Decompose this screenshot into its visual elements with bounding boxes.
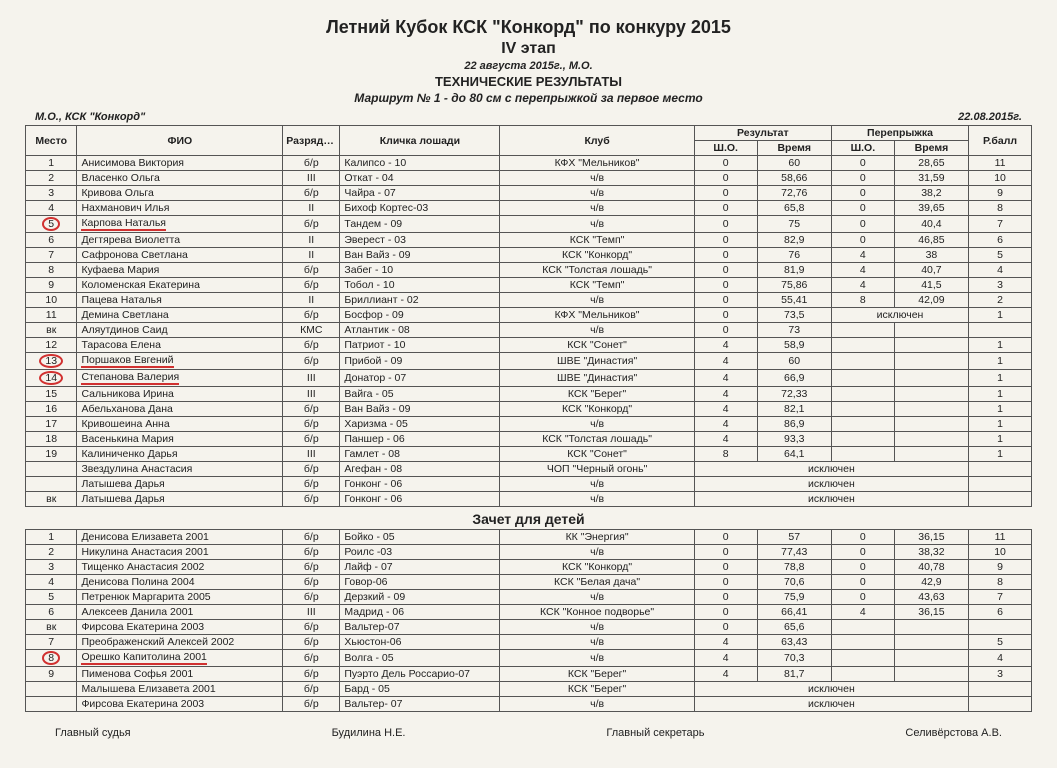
route-label: Маршрут № 1 - до 80 см с перепрыжкой за …: [25, 91, 1032, 105]
table-row: 7Сафронова СветланаIIВан Вайз - 09КСК "К…: [26, 248, 1032, 263]
col-rank: Разряд/ Звание: [283, 126, 340, 156]
table-row: 9Пименова Софья 2001б/рПуэрто Дель Росса…: [26, 667, 1032, 682]
table-row: 4Денисова Полина 2004б/рГовор-06КСК "Бел…: [26, 575, 1032, 590]
title-stage: IV этап: [25, 40, 1032, 58]
table-row: 16Абельханова Данаб/рВан Вайз - 09КСК "К…: [26, 402, 1032, 417]
table-row: 6Алексеев Данила 2001IIIМадрид - 06КСК "…: [26, 605, 1032, 620]
table-row: 1Анисимова Викторияб/рКалипсо - 10КФХ "М…: [26, 156, 1032, 171]
col-sho1: Ш.О.: [694, 141, 757, 156]
table-row: 14Степанова ВалерияIIIДонатор - 07ШВЕ "Д…: [26, 370, 1032, 387]
col-score: Р.балл: [969, 126, 1032, 156]
table-row: 17Кривошеина Аннаб/рХаризма - 05ч/в486,9…: [26, 417, 1032, 432]
kids-section-title: Зачет для детей: [25, 511, 1032, 527]
table-row: 3Кривова Ольгаб/рЧайра - 07ч/в072,76038,…: [26, 186, 1032, 201]
table-row: 10Пацева НатальяIIБриллиант - 02ч/в055,4…: [26, 293, 1032, 308]
table-row: 1Денисова Елизавета 2001б/рБойко - 05КК …: [26, 530, 1032, 545]
table-row: 6Дегтярева ВиолеттаIIЭверест - 03КСК "Те…: [26, 233, 1032, 248]
table-row: 3Тищенко Анастасия 2002б/рЛайф - 07КСК "…: [26, 560, 1032, 575]
col-time2: Время: [894, 141, 968, 156]
table-row: 2Власенко ОльгаIIIОткат - 04ч/в058,66031…: [26, 171, 1032, 186]
col-time1: Время: [757, 141, 831, 156]
title-main: Летний Кубок КСК "Конкорд" по конкуру 20…: [25, 17, 1032, 38]
table-row: 11Демина Светланаб/рБосфор - 09КФХ "Мель…: [26, 308, 1032, 323]
meta-date: 22.08.2015г.: [958, 111, 1022, 123]
secretary-label: Главный секретарь: [606, 727, 704, 739]
tbody-main: 1Анисимова Викторияб/рКалипсо - 10КФХ "М…: [26, 156, 1032, 507]
judge-name: Будилина Н.Е.: [332, 727, 406, 739]
table-row: вкЛатышева Дарьяб/рГонконг - 06ч/висключ…: [26, 492, 1032, 507]
table-row: 5Петренюк Маргарита 2005б/рДерзкий - 09ч…: [26, 590, 1032, 605]
table-row: 13Поршаков Евгенийб/рПрибой - 09ШВЕ "Дин…: [26, 353, 1032, 370]
table-row: 15Сальникова ИринаIIIВайга - 05КСК "Бере…: [26, 387, 1032, 402]
table-row: 8Орешко Капитолина 2001б/рВолга - 05ч/в4…: [26, 650, 1032, 667]
col-name: ФИО: [77, 126, 283, 156]
tbody-kids: 1Денисова Елизавета 2001б/рБойко - 05КК …: [26, 530, 1032, 712]
col-result: Результат: [694, 126, 831, 141]
meta-venue: М.О., КСК "Конкорд": [35, 111, 145, 123]
col-jumpoff: Перепрыжка: [831, 126, 968, 141]
col-sho2: Ш.О.: [831, 141, 894, 156]
table-row: 9Коломенская Екатеринаб/рТобол - 10КСК "…: [26, 278, 1032, 293]
table-row: вкАляутдинов СаидКМСАтлантик - 08ч/в073: [26, 323, 1032, 338]
table-row: вкФирсова Екатерина 2003б/рВальтер-07ч/в…: [26, 620, 1032, 635]
judge-label: Главный судья: [55, 727, 131, 739]
col-place: Место: [26, 126, 77, 156]
table-row: 2Никулина Анастасия 2001б/рРоилс -03ч/в0…: [26, 545, 1032, 560]
section-label: ТЕХНИЧЕСКИЕ РЕЗУЛЬТАТЫ: [25, 74, 1032, 89]
table-header: Место ФИО Разряд/ Звание Кличка лошади К…: [26, 126, 1032, 156]
table-row: Фирсова Екатерина 2003б/рВальтер- 07ч/ви…: [26, 697, 1032, 712]
results-table-main: Место ФИО Разряд/ Звание Кличка лошади К…: [25, 125, 1032, 507]
meta-row: М.О., КСК "Конкорд" 22.08.2015г.: [35, 111, 1022, 123]
table-row: 18Васенькина Марияб/рПаншер - 06КСК "Тол…: [26, 432, 1032, 447]
table-row: 8Куфаева Марияб/рЗабег - 10КСК "Толстая …: [26, 263, 1032, 278]
table-row: 19Калиниченко ДарьяIIIГамлет - 08КСК "Со…: [26, 447, 1032, 462]
results-table-kids: 1Денисова Елизавета 2001б/рБойко - 05КК …: [25, 529, 1032, 712]
table-row: Звездулина Анастасияб/рАгефан - 08ЧОП "Ч…: [26, 462, 1032, 477]
table-row: 5Карпова Натальяб/рТандем - 09ч/в075040,…: [26, 216, 1032, 233]
col-club: Клуб: [500, 126, 694, 156]
col-horse: Кличка лошади: [340, 126, 500, 156]
table-row: 12Тарасова Еленаб/рПатриот - 10КСК "Соне…: [26, 338, 1032, 353]
secretary-name: Селивёрстова А.В.: [905, 727, 1002, 739]
table-row: 7Преображенский Алексей 2002б/рХьюстон-0…: [26, 635, 1032, 650]
date-location: 22 августа 2015г., М.О.: [25, 60, 1032, 72]
table-row: 4Нахманович ИльяIIБихоф Кортес-03ч/в065,…: [26, 201, 1032, 216]
document-header: Летний Кубок КСК "Конкорд" по конкуру 20…: [25, 17, 1032, 105]
footer: Главный судья Будилина Н.Е. Главный секр…: [55, 727, 1002, 739]
table-row: Латышева Дарьяб/рГонконг - 06ч/висключен: [26, 477, 1032, 492]
table-row: Малышева Елизавета 2001б/рБард - 05КСК "…: [26, 682, 1032, 697]
